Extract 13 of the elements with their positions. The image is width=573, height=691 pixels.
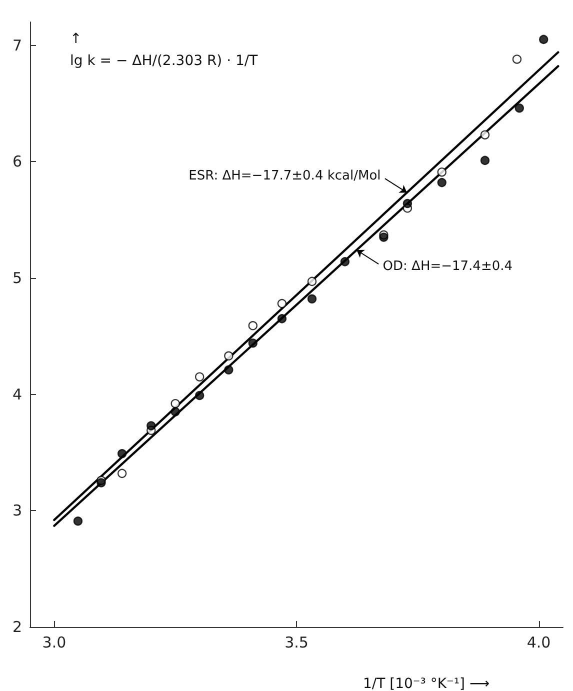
y-tick-label: 6 [12,152,22,171]
y-tick-label: 7 [12,36,22,54]
y-axis-title: ↑ lg k = − ΔH/(2.303 R) · 1/T [70,31,258,69]
x-tick-label: 3.5 [284,634,308,652]
series-label: ESR: ΔH=−17.7±0.4 kcal/Mol [188,168,381,184]
y-tick-label: 2 [12,618,22,636]
y-tick-label: 5 [12,268,22,287]
x-tick-label: 3.0 [42,634,66,652]
x-axis-title: 1/T [10⁻³ °K⁻¹] ⟶ [363,676,490,691]
y-tick-label: 3 [12,502,22,520]
y-tick-label: 4 [12,385,22,404]
x-tick-label: 4.0 [526,634,551,652]
series-label: OD: ΔH=−17.4±0.4 [382,259,513,274]
